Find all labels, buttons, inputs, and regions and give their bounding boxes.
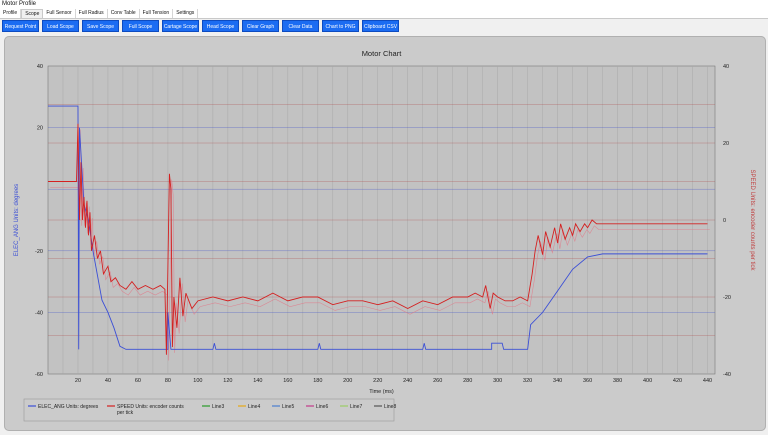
- y2-tick-label: -20: [723, 295, 731, 301]
- y-axis-label: ELEC_ANG Units: degrees: [14, 184, 20, 256]
- speed-line: [48, 123, 708, 355]
- legend-label: Line6: [316, 404, 328, 410]
- x-tick-label: 440: [703, 378, 712, 384]
- chart-panel: 20 40 60 80 100 120 140 160 180 200 220 240 260 280 30…: [4, 36, 766, 431]
- tab-full-tension[interactable]: Full Tension: [140, 9, 174, 18]
- tab-scope[interactable]: Scope: [21, 9, 44, 18]
- tab-full-radius[interactable]: Full Radius: [76, 9, 108, 18]
- x-tick-label: 100: [193, 378, 202, 384]
- x-tick-label: 300: [493, 378, 502, 384]
- x-tick-label: 360: [583, 378, 592, 384]
- y2-axis-label: SPEED Units: encoder counts per tick: [749, 169, 755, 271]
- clear-graph-button[interactable]: Clear Graph: [242, 20, 279, 32]
- tab-full-sensor[interactable]: Full Sensor: [43, 9, 76, 18]
- save-scope-button[interactable]: Save Scope: [82, 20, 119, 32]
- x-tick-label: 260: [433, 378, 442, 384]
- x-tick-label: 160: [283, 378, 292, 384]
- legend-label: ELEC_ANG Units: degrees: [38, 404, 99, 410]
- y2-tick-label: 0: [723, 218, 726, 224]
- tab-settings[interactable]: Settings: [173, 9, 199, 18]
- chart-to-png-button[interactable]: Chart to PNG: [322, 20, 359, 32]
- cartage-scope-button[interactable]: Cartage Scope: [162, 20, 199, 32]
- legend-label: Line5: [282, 404, 294, 410]
- x-tick-label: 20: [75, 378, 81, 384]
- head-scope-button[interactable]: Head Scope: [202, 20, 239, 32]
- request-point-button[interactable]: Request Point: [2, 20, 39, 32]
- tab-profile[interactable]: Profile: [0, 9, 22, 18]
- x-tick-label: 180: [313, 378, 322, 384]
- x-tick-label: 380: [613, 378, 622, 384]
- x-tick-label: 60: [135, 378, 141, 384]
- full-scope-button[interactable]: Full Scope: [122, 20, 159, 32]
- tab-strip: Profile Scope Full Sensor Full Radius Conv T…: [0, 9, 768, 19]
- legend-label: SPEED Units: encoder counts: [117, 404, 184, 410]
- chart-title: Motor Chart: [362, 49, 403, 58]
- load-scope-button[interactable]: Load Scope: [42, 20, 79, 32]
- toolbar: Request Point Load Scope Save Scope Full Sc…: [0, 19, 768, 33]
- legend-label: Line7: [350, 404, 362, 410]
- elec-ang-line: [48, 105, 708, 350]
- y2-tick-label: -40: [723, 372, 731, 378]
- x-tick-label: 40: [105, 378, 111, 384]
- y-tick-label: 40: [37, 64, 43, 70]
- x-tick-label: 120: [223, 378, 232, 384]
- x-tick-label: 200: [343, 378, 352, 384]
- clipboard-csv-button[interactable]: Clipboard CSV: [362, 20, 399, 32]
- x-tick-label: 140: [253, 378, 262, 384]
- x-tick-label: 320: [523, 378, 532, 384]
- x-tick-label: 240: [403, 378, 412, 384]
- legend-label: Line8: [384, 404, 396, 410]
- x-tick-label: 340: [553, 378, 562, 384]
- legend-label: per tick: [117, 410, 134, 416]
- x-tick-label: 280: [463, 378, 472, 384]
- clear-data-button[interactable]: Clear Data: [282, 20, 319, 32]
- x-tick-label: 400: [643, 378, 652, 384]
- x-tick-label: 420: [673, 378, 682, 384]
- y-tick-label: -40: [35, 310, 43, 316]
- x-axis-label: Time (ms): [369, 389, 394, 395]
- window-title: Motor Profile: [0, 0, 768, 9]
- legend-label: Line3: [212, 404, 224, 410]
- y2-tick-label: 20: [723, 141, 729, 147]
- y2-tick-label: 40: [723, 64, 729, 70]
- motor-chart: 20 40 60 80 100 120 140 160 180 200 220 240 260 280 30…: [14, 49, 755, 422]
- x-tick-label: 220: [373, 378, 382, 384]
- legend-label: Line4: [248, 404, 260, 410]
- legend-box: [23, 398, 395, 422]
- y-tick-label: -60: [35, 372, 43, 378]
- y-tick-label: 20: [37, 126, 43, 132]
- y-tick-label: -20: [35, 249, 43, 255]
- tab-conv-table[interactable]: Conv Table: [108, 9, 140, 18]
- x-tick-label: 80: [165, 378, 171, 384]
